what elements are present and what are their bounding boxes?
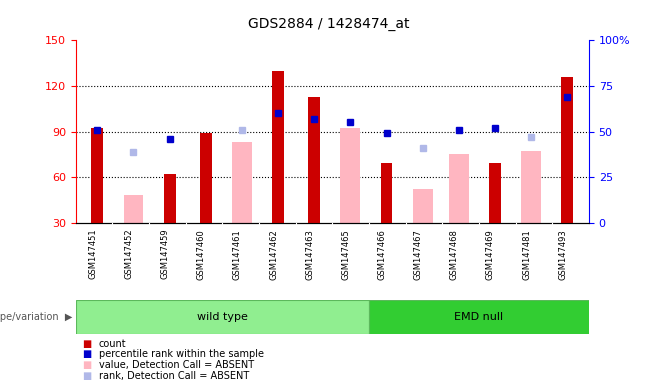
Bar bbox=[232, 142, 252, 223]
Bar bbox=[561, 77, 573, 223]
Text: GSM147493: GSM147493 bbox=[558, 229, 567, 280]
Text: genotype/variation  ▶: genotype/variation ▶ bbox=[0, 312, 72, 322]
Text: count: count bbox=[99, 339, 126, 349]
Text: GSM147461: GSM147461 bbox=[233, 229, 242, 280]
Bar bbox=[272, 71, 284, 223]
Text: wild type: wild type bbox=[197, 312, 248, 322]
Text: ■: ■ bbox=[82, 371, 91, 381]
Text: GSM147467: GSM147467 bbox=[414, 229, 422, 280]
Text: percentile rank within the sample: percentile rank within the sample bbox=[99, 349, 264, 359]
Text: GSM147468: GSM147468 bbox=[450, 229, 459, 280]
Bar bbox=[413, 189, 432, 223]
Text: GSM147460: GSM147460 bbox=[197, 229, 206, 280]
Text: ■: ■ bbox=[82, 339, 91, 349]
Text: rank, Detection Call = ABSENT: rank, Detection Call = ABSENT bbox=[99, 371, 249, 381]
Bar bbox=[340, 129, 361, 223]
Bar bbox=[308, 96, 320, 223]
Text: value, Detection Call = ABSENT: value, Detection Call = ABSENT bbox=[99, 360, 254, 370]
Text: GSM147465: GSM147465 bbox=[342, 229, 350, 280]
Text: GDS2884 / 1428474_at: GDS2884 / 1428474_at bbox=[248, 17, 410, 31]
Text: ■: ■ bbox=[82, 360, 91, 370]
Text: GSM147466: GSM147466 bbox=[378, 229, 386, 280]
Text: GSM147463: GSM147463 bbox=[305, 229, 315, 280]
Text: GSM147481: GSM147481 bbox=[522, 229, 531, 280]
Bar bbox=[521, 151, 541, 223]
Text: ■: ■ bbox=[82, 349, 91, 359]
Text: GSM147459: GSM147459 bbox=[161, 229, 170, 280]
Bar bbox=[380, 164, 392, 223]
Text: GSM147469: GSM147469 bbox=[486, 229, 495, 280]
Bar bbox=[91, 129, 103, 223]
Text: EMD null: EMD null bbox=[455, 312, 503, 322]
Bar bbox=[164, 174, 176, 223]
Text: GSM147462: GSM147462 bbox=[269, 229, 278, 280]
Bar bbox=[124, 195, 143, 223]
Bar bbox=[200, 133, 212, 223]
Text: GSM147451: GSM147451 bbox=[88, 229, 97, 280]
Text: GSM147452: GSM147452 bbox=[124, 229, 134, 280]
Bar bbox=[76, 300, 369, 334]
Bar bbox=[489, 164, 501, 223]
Bar bbox=[449, 154, 468, 223]
Bar bbox=[369, 300, 589, 334]
